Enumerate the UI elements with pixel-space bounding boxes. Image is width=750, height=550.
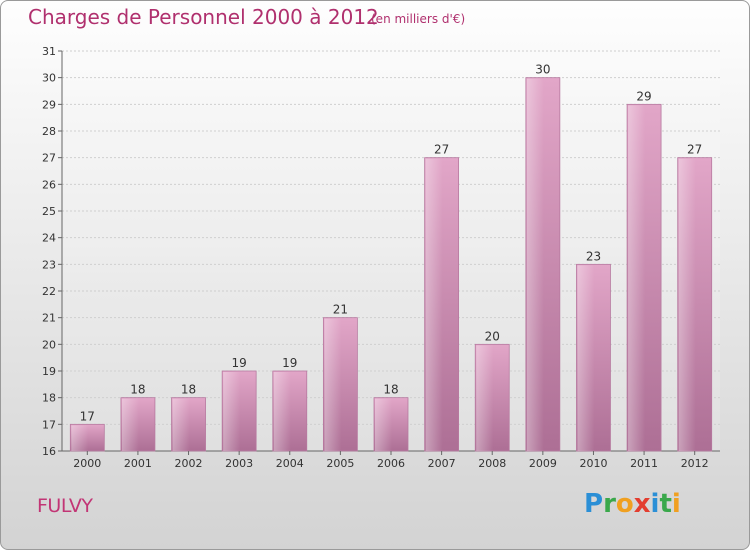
bar-highlight	[71, 425, 89, 451]
bar-highlight	[121, 398, 139, 451]
y-tick-label: 19	[42, 365, 56, 378]
x-tick-label: 2002	[175, 457, 203, 470]
x-tick-label: 2006	[377, 457, 405, 470]
y-tick-label: 29	[42, 98, 56, 111]
bar-highlight	[273, 372, 291, 451]
data-label: 30	[535, 63, 550, 77]
data-label: 20	[485, 329, 500, 343]
data-label: 27	[434, 143, 449, 157]
bar-2005: 21	[322, 303, 358, 452]
proxiti-logo[interactable]: Proxiti	[584, 489, 681, 519]
bar-highlight	[375, 398, 392, 451]
data-label: 17	[80, 409, 95, 423]
y-tick-label: 27	[42, 152, 56, 165]
x-tick-label: 2001	[124, 457, 152, 470]
bar-2012: 27	[677, 143, 713, 452]
y-tick-label: 23	[42, 258, 56, 271]
data-label: 19	[232, 356, 247, 370]
bar-highlight	[526, 78, 544, 452]
x-tick-label: 2008	[478, 457, 506, 470]
y-tick-label: 24	[42, 232, 56, 245]
x-axis: 2000 2001 2002 2003 2004 2005 2006 2007 2008 2009…	[73, 451, 709, 470]
bar-2010: 23	[576, 249, 611, 452]
data-label: 29	[636, 89, 651, 103]
y-tick-label: 28	[42, 125, 56, 138]
y-tick-label: 22	[42, 285, 56, 298]
data-label: 18	[130, 383, 145, 397]
bar-highlight	[678, 158, 696, 451]
x-tick-label: 2012	[681, 457, 709, 470]
commune-name: FULVY	[37, 495, 93, 517]
chart-subtitle: (en milliers d'€)	[371, 12, 466, 26]
bar-highlight	[172, 398, 190, 451]
bar-highlight	[628, 105, 646, 451]
x-tick-label: 2009	[529, 457, 557, 470]
chart-title: Charges de Personnel 2000 à 2012	[28, 5, 379, 29]
y-tick-label: 18	[42, 392, 56, 405]
bar-2002: 18	[171, 383, 206, 452]
data-label: 18	[383, 383, 398, 397]
y-tick-label: 16	[42, 445, 56, 458]
bar-highlight	[577, 265, 595, 451]
bar-highlight	[324, 318, 342, 451]
x-tick-label: 2010	[579, 457, 607, 470]
bar-highlight	[425, 158, 443, 451]
bar-2011: 29	[626, 89, 662, 452]
y-tick-label: 20	[42, 338, 56, 351]
y-tick-label: 26	[42, 178, 56, 191]
x-tick-label: 2003	[225, 457, 253, 470]
x-tick-label: 2000	[73, 457, 101, 470]
data-label: 18	[181, 383, 196, 397]
data-label: 19	[282, 356, 297, 370]
bars: 17 18 18 19 19 21 18 27 20 30 23 29 27	[69, 63, 713, 452]
y-tick-label: 21	[42, 312, 56, 325]
bar-highlight	[223, 372, 241, 451]
bar-2001: 18	[120, 383, 156, 452]
data-label: 27	[687, 143, 702, 157]
bar-2006: 18	[373, 383, 409, 452]
x-tick-label: 2005	[326, 457, 354, 470]
data-label: 21	[333, 303, 348, 317]
bar-2008: 20	[474, 329, 510, 452]
y-tick-label: 25	[42, 205, 56, 218]
x-tick-label: 2004	[276, 457, 304, 470]
bar-highlight	[476, 345, 494, 451]
y-tick-label: 30	[42, 72, 56, 85]
bar-2009: 30	[525, 63, 561, 452]
bar-2007: 27	[424, 143, 460, 452]
y-tick-label: 31	[42, 45, 56, 58]
bar-2000: 17	[69, 409, 105, 452]
data-label: 23	[586, 249, 601, 263]
y-tick-label: 17	[42, 418, 56, 431]
x-tick-label: 2007	[428, 457, 456, 470]
bar-2003: 19	[221, 356, 257, 452]
x-tick-label: 2011	[630, 457, 658, 470]
